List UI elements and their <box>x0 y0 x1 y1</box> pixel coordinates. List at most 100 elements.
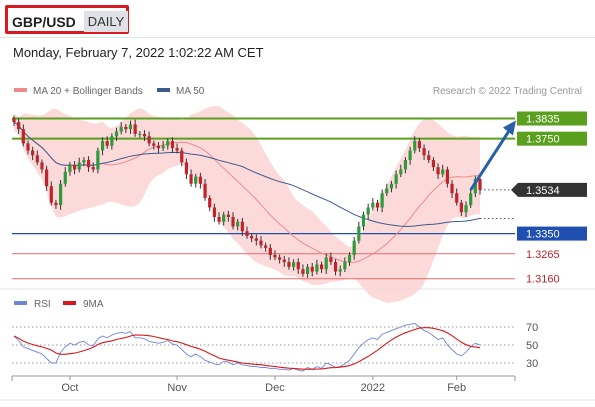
candle-body <box>250 235 254 239</box>
candle-body <box>217 216 221 222</box>
candle-body <box>361 214 366 227</box>
candle-body <box>366 207 370 215</box>
rsi-legend-label: RSI <box>34 299 51 310</box>
candle-body <box>21 129 25 144</box>
candle-body <box>292 262 296 267</box>
minor-support-label: 1.3265 <box>526 249 560 261</box>
x-tick-label: 2022 <box>361 382 385 394</box>
candle-body <box>208 198 212 208</box>
candle-body <box>161 145 165 149</box>
ma50-line <box>13 121 481 227</box>
candle-body <box>231 216 235 227</box>
candle-body <box>114 131 119 137</box>
rsi-legend-swatch <box>14 301 27 305</box>
candle-body <box>296 262 300 270</box>
candle-body <box>315 264 319 272</box>
candle-body <box>436 167 440 175</box>
candle-body <box>45 169 49 187</box>
period-button[interactable]: DAILY <box>84 11 128 32</box>
candle-body <box>473 179 477 194</box>
candle-body <box>478 179 482 190</box>
candle-body <box>17 122 21 130</box>
candle-body <box>35 155 39 163</box>
candle-body <box>138 133 142 135</box>
candle-body <box>203 183 207 198</box>
candle-body <box>72 164 77 170</box>
last-price-label: 1.3534 <box>526 185 560 197</box>
candle-body <box>96 150 100 170</box>
candle-body <box>371 202 375 208</box>
candle-body <box>259 240 263 246</box>
candle-body <box>86 160 91 168</box>
candle-body <box>198 176 202 184</box>
candle-body <box>464 205 468 213</box>
candle-body <box>147 136 151 144</box>
candle-body <box>455 193 459 203</box>
header-divider <box>0 37 595 38</box>
candle-body <box>324 257 328 270</box>
candle-body <box>375 202 380 208</box>
resistance-label: 1.3750 <box>526 134 560 146</box>
candle-body <box>110 136 114 146</box>
candle-body <box>282 259 286 263</box>
rsi-line <box>13 322 481 372</box>
candle-body <box>329 257 333 263</box>
resistance-tag <box>517 131 587 146</box>
resistance-tag <box>517 111 587 126</box>
candle-body <box>380 193 384 208</box>
resistance-label: 1.3835 <box>526 113 560 125</box>
rsi-legend-swatch <box>63 301 76 305</box>
candle-body <box>184 162 189 175</box>
rsi-tick-label: 30 <box>526 358 538 370</box>
candle-body <box>389 183 394 189</box>
symbol-label: GBP/USD <box>12 14 76 30</box>
candle-body <box>352 240 356 255</box>
candle-body <box>240 221 244 232</box>
bollinger-band <box>14 106 480 303</box>
candle-body <box>156 145 161 149</box>
candle-body <box>245 231 249 236</box>
candle-body <box>422 148 426 156</box>
candle-body <box>54 202 58 206</box>
candle-body <box>394 174 398 184</box>
candle-body <box>445 169 449 184</box>
candle-body <box>408 150 412 161</box>
candle-body <box>385 188 389 194</box>
legend-swatch <box>157 88 170 92</box>
candle-body <box>105 141 109 146</box>
candle-body <box>427 155 431 161</box>
candle-body <box>180 150 184 163</box>
candle-body <box>194 176 198 184</box>
candle-body <box>333 262 338 272</box>
forecast-arrow-head <box>502 120 516 136</box>
candle-body <box>77 162 81 170</box>
candle-body <box>40 162 44 170</box>
credit-label: Research © 2022 Trading Central <box>433 86 582 97</box>
rsi-ma-line <box>13 327 481 370</box>
candle-body <box>212 207 216 217</box>
rsi-tick-label: 70 <box>526 322 538 334</box>
candle-body <box>319 264 324 270</box>
support-label: 1.3350 <box>526 229 560 241</box>
rsi-tick-label: 50 <box>526 340 538 352</box>
candle-body <box>119 126 123 132</box>
candle-body <box>254 238 258 241</box>
candle-body <box>49 186 53 203</box>
candle-body <box>100 141 105 151</box>
candle-body <box>403 160 408 170</box>
minor-support-label: 1.3160 <box>526 274 560 286</box>
x-tick-label: Nov <box>167 382 187 394</box>
candle-body <box>459 202 463 213</box>
candle-body <box>63 171 67 184</box>
candle-body <box>124 126 128 130</box>
candle-body <box>222 214 226 222</box>
candle-body <box>170 141 175 149</box>
candle-body <box>450 183 454 194</box>
candle-body <box>128 124 133 130</box>
legend-swatch <box>14 88 27 92</box>
candle-body <box>133 124 137 134</box>
candle-body <box>413 141 417 151</box>
candle-body <box>357 226 361 241</box>
candle-body <box>68 164 72 172</box>
